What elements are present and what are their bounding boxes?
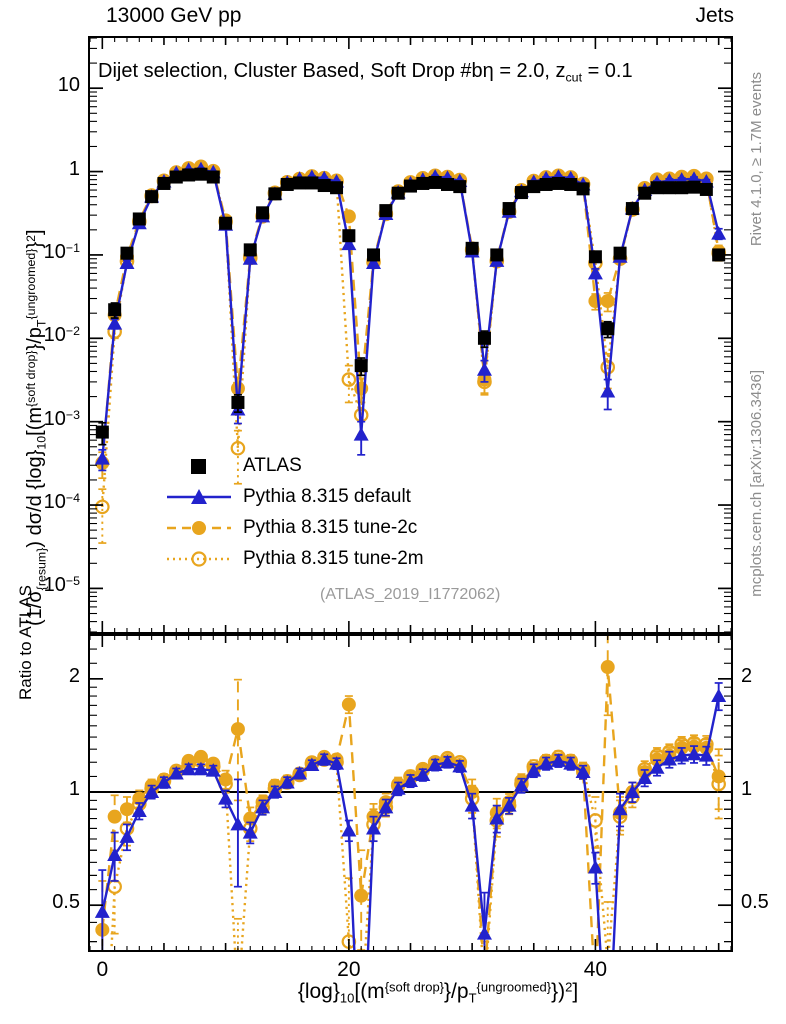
ratio-y-tick-label-right: 1 bbox=[741, 778, 753, 800]
legend-key-atlas bbox=[165, 453, 233, 479]
analysis-id-watermark: (ATLAS_2019_I1772062) bbox=[320, 586, 501, 603]
plot-title-part-a: Dijet selection, Cluster Based, Soft Dro… bbox=[98, 60, 483, 82]
y-tick-label: 10−2 bbox=[43, 324, 80, 347]
y-tick-label: 10−3 bbox=[43, 407, 80, 430]
x-axis-title: {log}10[(m{soft drop}}/pT{ungroomed}})2] bbox=[297, 979, 579, 1006]
ratio-plot-panel bbox=[88, 634, 733, 952]
ratio-y-tick-label-right: 2 bbox=[741, 664, 753, 687]
legend-label-default: Pythia 8.315 default bbox=[243, 485, 411, 507]
ratio-y-tick-label: 0.5 bbox=[52, 891, 80, 914]
legend-entry-default: Pythia 8.315 default bbox=[165, 481, 424, 512]
legend-key-default bbox=[165, 484, 233, 510]
y-tick-label: 10−4 bbox=[43, 490, 80, 514]
legend-key-tune2c bbox=[165, 515, 233, 541]
legend-label-tune2c: Pythia 8.315 tune-2c bbox=[243, 516, 418, 538]
y-tick-label: 1 bbox=[68, 157, 80, 180]
y-tick-label: 10 bbox=[57, 74, 80, 97]
x-tick-label: 40 bbox=[583, 958, 608, 981]
legend: ATLAS Pythia 8.315 default bbox=[165, 450, 424, 574]
main-plot-panel: Dijet selection, Cluster Based, Soft Dro… bbox=[88, 36, 733, 634]
ratio-y-tick-label-right: 0.5 bbox=[741, 891, 769, 914]
x-tick-label: 20 bbox=[337, 958, 361, 981]
ratio-plot-canvas bbox=[90, 636, 731, 950]
ratio-y-tick-label: 1 bbox=[68, 778, 80, 800]
analysis-category-label: Jets bbox=[695, 4, 734, 27]
legend-entry-tune2c: Pythia 8.315 tune-2c bbox=[165, 512, 424, 543]
plot-title-part-c: cut bbox=[565, 70, 583, 85]
y-tick-label: 10−1 bbox=[43, 240, 80, 263]
y-tick-label: 10−5 bbox=[43, 574, 80, 597]
beam-energy-label: 13000 GeV pp bbox=[106, 4, 242, 27]
legend-entry-tune2m: Pythia 8.315 tune-2m bbox=[165, 543, 424, 574]
plot-title-part-b: η = 2.0, z bbox=[482, 60, 566, 82]
main-plot-canvas bbox=[90, 38, 731, 632]
plot-title: Dijet selection, Cluster Based, Soft Dro… bbox=[98, 60, 633, 85]
plot-title-part-d: = 0.1 bbox=[582, 60, 633, 82]
legend-entry-atlas: ATLAS bbox=[165, 450, 424, 481]
x-tick-label: 0 bbox=[96, 958, 109, 981]
ratio-y-tick-label: 2 bbox=[68, 664, 80, 687]
legend-label-tune2m: Pythia 8.315 tune-2m bbox=[243, 547, 424, 569]
legend-label-atlas: ATLAS bbox=[243, 454, 302, 476]
legend-key-tune2m bbox=[165, 546, 233, 572]
